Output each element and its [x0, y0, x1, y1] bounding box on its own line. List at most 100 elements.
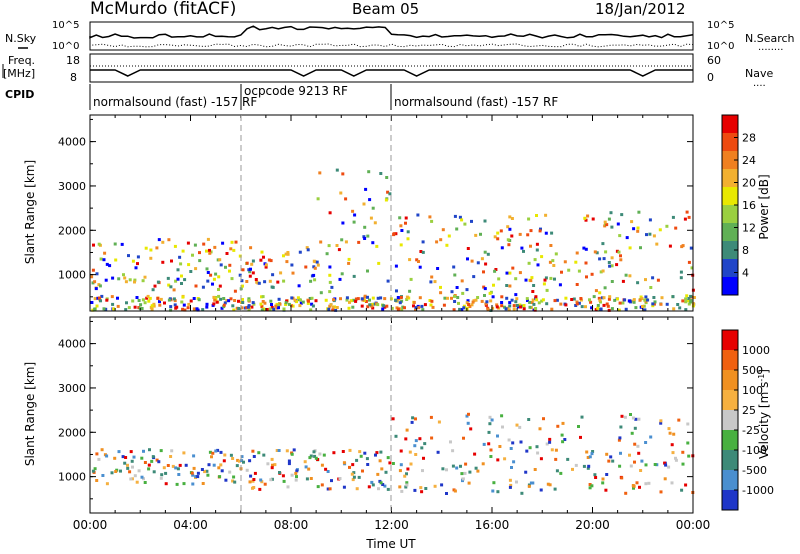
- y-tick-label: 2000: [58, 224, 86, 237]
- echo-cell: [668, 431, 672, 435]
- echo-cell: [471, 300, 475, 304]
- echo-cell: [656, 278, 660, 282]
- echo-cell: [584, 305, 587, 309]
- echo-cell: [608, 264, 612, 268]
- echo-cell: [206, 473, 210, 477]
- echo-cell: [488, 291, 492, 295]
- echo-cell: [399, 449, 403, 453]
- echo-cell: [483, 294, 486, 297]
- echo-cell: [240, 279, 244, 283]
- echo-cell: [126, 463, 129, 467]
- echo-cell: [684, 308, 688, 312]
- echo-cell: [529, 229, 533, 233]
- echo-cell: [143, 275, 147, 279]
- echo-cell: [458, 307, 462, 311]
- echo-cell: [339, 297, 342, 301]
- echo-cell: [238, 459, 241, 463]
- echo-cell: [556, 424, 560, 428]
- echo-cell: [602, 257, 606, 261]
- echo-cell: [645, 233, 648, 237]
- echo-cell: [439, 291, 443, 295]
- echo-cell: [418, 437, 422, 441]
- echo-cell: [474, 466, 478, 470]
- freq-right-tick-bottom: 0: [707, 71, 714, 84]
- echo-cell: [548, 260, 552, 264]
- echo-cell: [228, 269, 231, 273]
- echo-cell: [687, 297, 691, 300]
- echo-cell: [270, 306, 274, 309]
- echo-cell: [639, 246, 642, 250]
- echo-cell: [490, 418, 494, 422]
- echo-cell: [594, 476, 598, 479]
- echo-cell: [180, 274, 183, 278]
- echo-cell: [251, 301, 255, 305]
- echo-cell: [651, 304, 655, 308]
- echo-cell: [284, 303, 288, 306]
- echo-cell: [616, 222, 620, 226]
- echo-cell: [340, 272, 344, 276]
- colorbar-segment: [722, 241, 738, 260]
- echo-cell: [575, 251, 579, 255]
- echo-cell: [617, 438, 621, 442]
- echo-cell: [342, 461, 346, 465]
- echo-cell: [641, 305, 644, 308]
- echo-cell: [266, 462, 270, 466]
- echo-cell: [174, 279, 178, 283]
- echo-cell: [430, 299, 434, 303]
- echo-cell: [553, 487, 557, 491]
- echo-cell: [222, 297, 226, 300]
- echo-cell: [370, 302, 374, 306]
- echo-cell: [262, 255, 265, 259]
- echo-cell: [628, 274, 632, 278]
- echo-cell: [384, 470, 388, 474]
- echo-cell: [141, 298, 145, 302]
- echo-cell: [580, 305, 584, 309]
- echo-cell: [589, 300, 593, 304]
- freq-traces: [90, 65, 693, 77]
- echo-cell: [465, 288, 469, 292]
- cpid-segment-1: normalsound (fast) -157 RF: [93, 95, 257, 109]
- echo-cell: [147, 299, 151, 303]
- echo-cell: [461, 291, 465, 295]
- echo-cell: [127, 254, 130, 258]
- power-colorbar-label: Power [dB]: [757, 174, 771, 239]
- echo-cell: [607, 261, 611, 264]
- echo-cell: [255, 280, 259, 284]
- noise-sky-label: N.Sky: [5, 32, 37, 45]
- echo-cell: [595, 251, 599, 255]
- power-y-ticks: 1000 2000 3000 4000: [58, 118, 693, 298]
- echo-cell: [229, 297, 233, 301]
- echo-cell: [322, 453, 326, 457]
- echo-cell: [247, 298, 251, 302]
- echo-cell: [548, 440, 552, 444]
- echo-cell: [525, 449, 529, 453]
- echo-cell: [570, 298, 574, 301]
- echo-cell: [406, 230, 410, 234]
- echo-cell: [245, 261, 249, 265]
- echo-cell: [150, 459, 154, 463]
- echo-cell: [421, 469, 424, 473]
- echo-cell: [278, 471, 281, 474]
- echo-cell: [530, 276, 534, 280]
- echo-cell: [170, 449, 174, 453]
- echo-cell: [493, 269, 497, 273]
- echo-cell: [555, 298, 559, 302]
- echo-cell: [131, 259, 135, 263]
- x-tick-label: 00:00: [676, 518, 711, 532]
- echo-cell: [575, 283, 579, 286]
- echo-cell: [689, 294, 693, 298]
- echo-cell: [270, 457, 274, 461]
- echo-cell: [405, 428, 409, 432]
- echo-cell: [354, 299, 358, 303]
- echo-cell: [238, 254, 242, 258]
- echo-cell: [143, 481, 147, 484]
- echo-cell: [376, 472, 380, 476]
- echo-cell: [592, 295, 596, 299]
- nave-legend-line: ....: [753, 78, 766, 89]
- echo-cell: [141, 279, 145, 283]
- echo-cell: [249, 246, 253, 250]
- echo-cell: [354, 297, 358, 301]
- echo-cell: [263, 482, 267, 486]
- echo-cell: [230, 277, 234, 281]
- colorbar-tick-label: -500: [742, 464, 767, 477]
